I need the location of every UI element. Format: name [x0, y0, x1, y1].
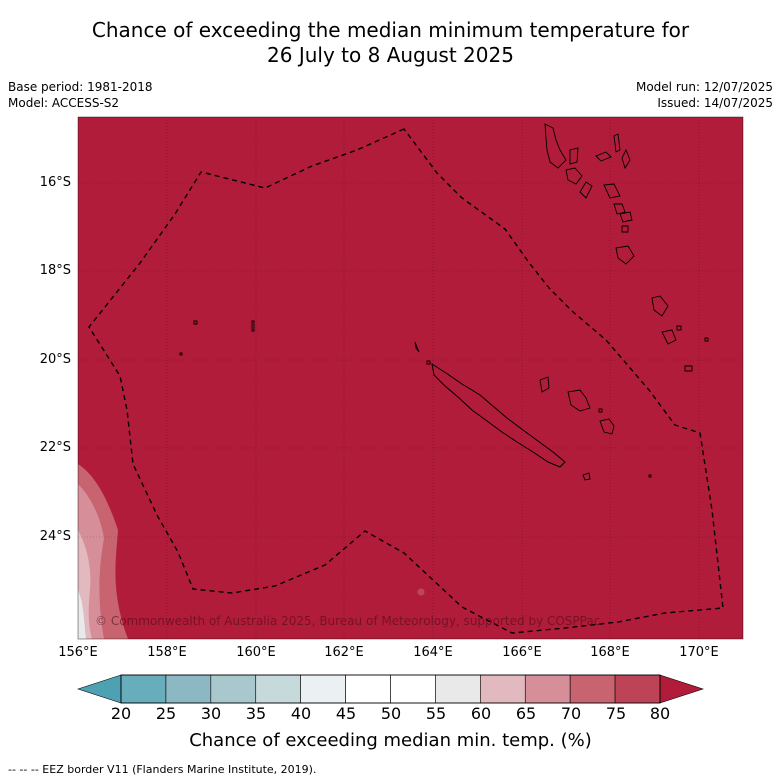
colorbar-under-arrow: [77, 674, 122, 704]
lat-label-20s: 20°S: [39, 352, 71, 367]
meta-left: Base period: 1981-2018 Model: ACCESS-S2: [8, 79, 153, 111]
probability-band-55: [78, 590, 86, 639]
map-area: [78, 117, 743, 639]
colorbar-tick-45: 45: [335, 704, 357, 723]
colorbar-tick-30: 30: [200, 704, 222, 723]
lat-label-16s: 16°S: [39, 175, 71, 190]
colorbar-segment: [390, 674, 436, 704]
isle-of-pines: [582, 472, 591, 481]
colorbar-tick-50: 50: [380, 704, 402, 723]
lon-label-158e: 158°E: [147, 645, 187, 660]
colorbar-segment: [524, 674, 571, 704]
colorbar-tick-55: 55: [425, 704, 447, 723]
colorbar-segment: [569, 674, 616, 704]
colorbar-tick-25: 25: [155, 704, 177, 723]
lon-label-156e: 156°E: [58, 645, 98, 660]
title-line-1: Chance of exceeding the median minimum t…: [91, 18, 690, 42]
colorbar-over-arrow: [659, 674, 704, 704]
ouvea-island: [539, 376, 550, 393]
colorbar-segment: [345, 674, 391, 704]
colorbar-segment: [165, 674, 212, 704]
colorbar-tick-20: 20: [110, 704, 132, 723]
model-name: Model: ACCESS-S2: [8, 96, 120, 110]
eez-footnote: -- -- -- EEZ border V11 (Flanders Marine…: [8, 763, 317, 776]
mare-island: [599, 418, 615, 435]
colorbar-segment: [435, 674, 481, 704]
lat-label-22s: 22°S: [39, 440, 71, 455]
colorbar-title: Chance of exceeding median min. temp. (%…: [189, 730, 592, 751]
belep-island: [414, 341, 420, 353]
colorbar-segment: [210, 674, 257, 704]
new-caledonia-island: [431, 362, 566, 468]
colorbar-frame: [120, 674, 661, 704]
copyright-notice: © Commonwealth of Australia 2025, Bureau…: [95, 614, 601, 628]
lon-label-160e: 160°E: [236, 645, 276, 660]
colorbar-tick-60: 60: [470, 704, 492, 723]
model-run: Model run: 12/07/2025: [635, 80, 773, 94]
colorbar-tick-70: 70: [560, 704, 582, 723]
small-reefs: [179, 320, 652, 478]
colorbar-segment: [120, 674, 167, 704]
lat-label-18s: 18°S: [39, 263, 71, 278]
colorbar-segment: [480, 674, 526, 704]
colorbar-segment: [255, 674, 301, 704]
title-line-2: 26 July to 8 August 2025: [267, 43, 514, 67]
eez-border: [88, 128, 724, 634]
colorbar-tick-35: 35: [245, 704, 267, 723]
colorbar-tick-75: 75: [605, 704, 627, 723]
lon-label-170e: 170°E: [679, 645, 719, 660]
lon-label-164e: 164°E: [413, 645, 453, 660]
colorbar-segment: [614, 674, 661, 704]
issued-date: Issued: 14/07/2025: [657, 96, 773, 110]
lon-label-168e: 168°E: [590, 645, 630, 660]
map-title: Chance of exceeding the median minimum t…: [0, 18, 781, 68]
lifou-island: [567, 389, 591, 412]
vanuatu-islands: [544, 123, 709, 372]
probability-spot: [417, 588, 425, 596]
lat-label-24s: 24°S: [39, 529, 71, 544]
colorbar-tick-40: 40: [290, 704, 312, 723]
colorbar-tick-80: 80: [649, 704, 671, 723]
lon-label-166e: 166°E: [502, 645, 542, 660]
colorbar-segment: [300, 674, 346, 704]
colorbar-tick-65: 65: [515, 704, 537, 723]
lon-label-162e: 162°E: [324, 645, 364, 660]
map-frame: [77, 116, 744, 640]
meta-right: Model run: 12/07/2025 Issued: 14/07/2025: [636, 79, 773, 111]
base-period: Base period: 1981-2018: [8, 80, 153, 94]
gridlines: [78, 117, 743, 639]
colorbar: [77, 674, 704, 704]
